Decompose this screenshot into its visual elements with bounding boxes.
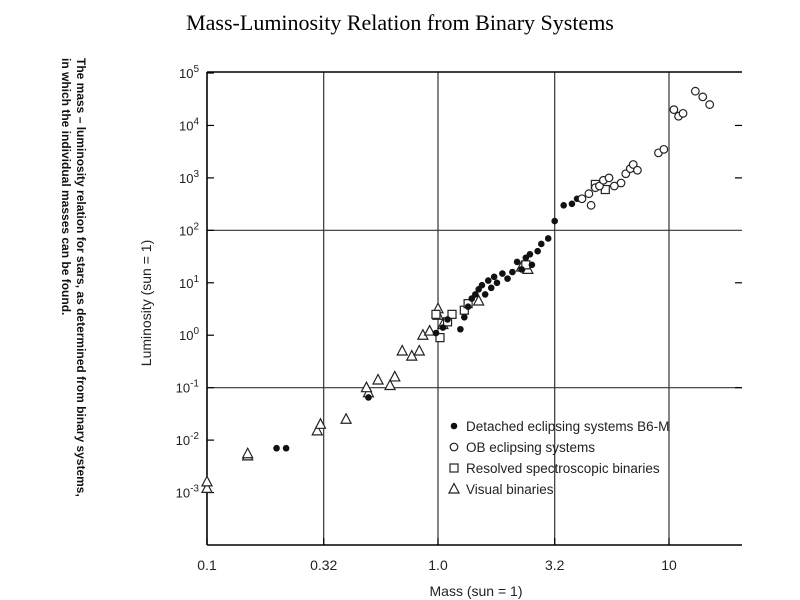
chart-title: Mass-Luminosity Relation from Binary Sys… <box>186 10 614 35</box>
data-point <box>504 275 511 282</box>
data-point <box>528 261 536 269</box>
data-point <box>478 281 486 289</box>
y-tick-label: 101 <box>179 274 199 291</box>
data-point <box>513 258 521 266</box>
data-point <box>432 329 440 337</box>
data-point <box>447 309 457 319</box>
legend-label: Resolved spectroscopic binaries <box>466 461 660 476</box>
data-point <box>282 444 290 452</box>
data-point <box>201 481 213 494</box>
legend-label: Detached eclipsing systems B6-M <box>466 419 669 434</box>
y-tick-label: 100 <box>179 326 199 343</box>
y-tick-label: 105 <box>179 64 199 81</box>
data-point <box>698 92 708 102</box>
data-point <box>444 316 451 323</box>
y-tick-label: 10-3 <box>176 484 200 501</box>
data-point <box>314 417 327 429</box>
data-point <box>628 160 638 169</box>
data-point <box>490 273 498 281</box>
data-point <box>604 173 614 183</box>
data-point <box>461 313 468 321</box>
axes: 10-3 10-2 10-1 100 101 102 103 104 105 0.1 0.32 1.0… <box>176 64 742 573</box>
data-point <box>388 370 401 382</box>
data-point <box>457 325 464 333</box>
data-point <box>423 324 436 336</box>
y-axis-label: Luminosity (sun = 1) <box>138 240 154 366</box>
data-point <box>464 303 472 310</box>
data-point <box>544 235 552 242</box>
x-tick-label: 3.2 <box>545 557 565 573</box>
data-point <box>439 324 447 331</box>
data-point <box>560 202 567 209</box>
x-tick-label: 0.1 <box>197 557 217 573</box>
y-tick-label: 10-1 <box>176 379 200 396</box>
x-axis-label: Mass (sun = 1) <box>430 583 523 599</box>
data-point <box>471 291 479 298</box>
data-point <box>568 200 576 208</box>
data-point <box>472 294 485 306</box>
data-point <box>360 380 373 393</box>
legend-marker <box>449 463 459 473</box>
y-tick-label: 102 <box>179 221 199 238</box>
legend: Detached eclipsing systems B6-M OB eclips… <box>448 419 669 497</box>
data-point <box>586 200 596 210</box>
x-tick-label: 0.32 <box>310 557 337 573</box>
data-point <box>484 277 492 284</box>
data-point <box>413 344 426 356</box>
data-point <box>273 444 280 452</box>
data-point <box>551 217 558 225</box>
data-point <box>487 284 495 292</box>
data-point <box>340 412 353 424</box>
data-point <box>372 373 385 385</box>
data-point <box>509 268 516 276</box>
data-point <box>669 105 679 115</box>
data-point <box>493 279 501 287</box>
x-tick-label: 10 <box>661 557 677 573</box>
legend-label: OB eclipsing systems <box>466 440 595 455</box>
data-point <box>690 86 700 96</box>
data-point <box>481 291 489 298</box>
y-tick-label: 104 <box>179 116 199 133</box>
data-point <box>534 247 541 255</box>
data-point <box>577 194 587 204</box>
data-point <box>705 100 715 109</box>
data-point <box>584 189 594 199</box>
data-point <box>396 344 409 356</box>
data-point <box>678 108 688 118</box>
data-point <box>201 475 213 487</box>
y-tick-label: 103 <box>179 169 199 186</box>
legend-marker <box>450 422 458 430</box>
data-points <box>201 86 715 494</box>
data-point <box>633 165 642 175</box>
legend-marker <box>449 442 459 452</box>
y-tick-label: 10-2 <box>176 431 200 448</box>
data-point <box>526 250 534 258</box>
x-tick-label: 1.0 <box>428 557 448 573</box>
data-point <box>241 446 254 459</box>
data-point <box>311 424 324 436</box>
data-point <box>431 309 441 319</box>
data-point <box>659 144 669 154</box>
legend-marker <box>448 482 460 494</box>
data-point <box>499 270 506 277</box>
legend-label: Visual binaries <box>466 482 554 497</box>
data-point <box>616 178 626 188</box>
data-point <box>384 378 397 391</box>
data-point <box>365 394 372 401</box>
data-point <box>518 266 525 273</box>
data-point <box>435 333 445 343</box>
data-point <box>537 240 545 248</box>
